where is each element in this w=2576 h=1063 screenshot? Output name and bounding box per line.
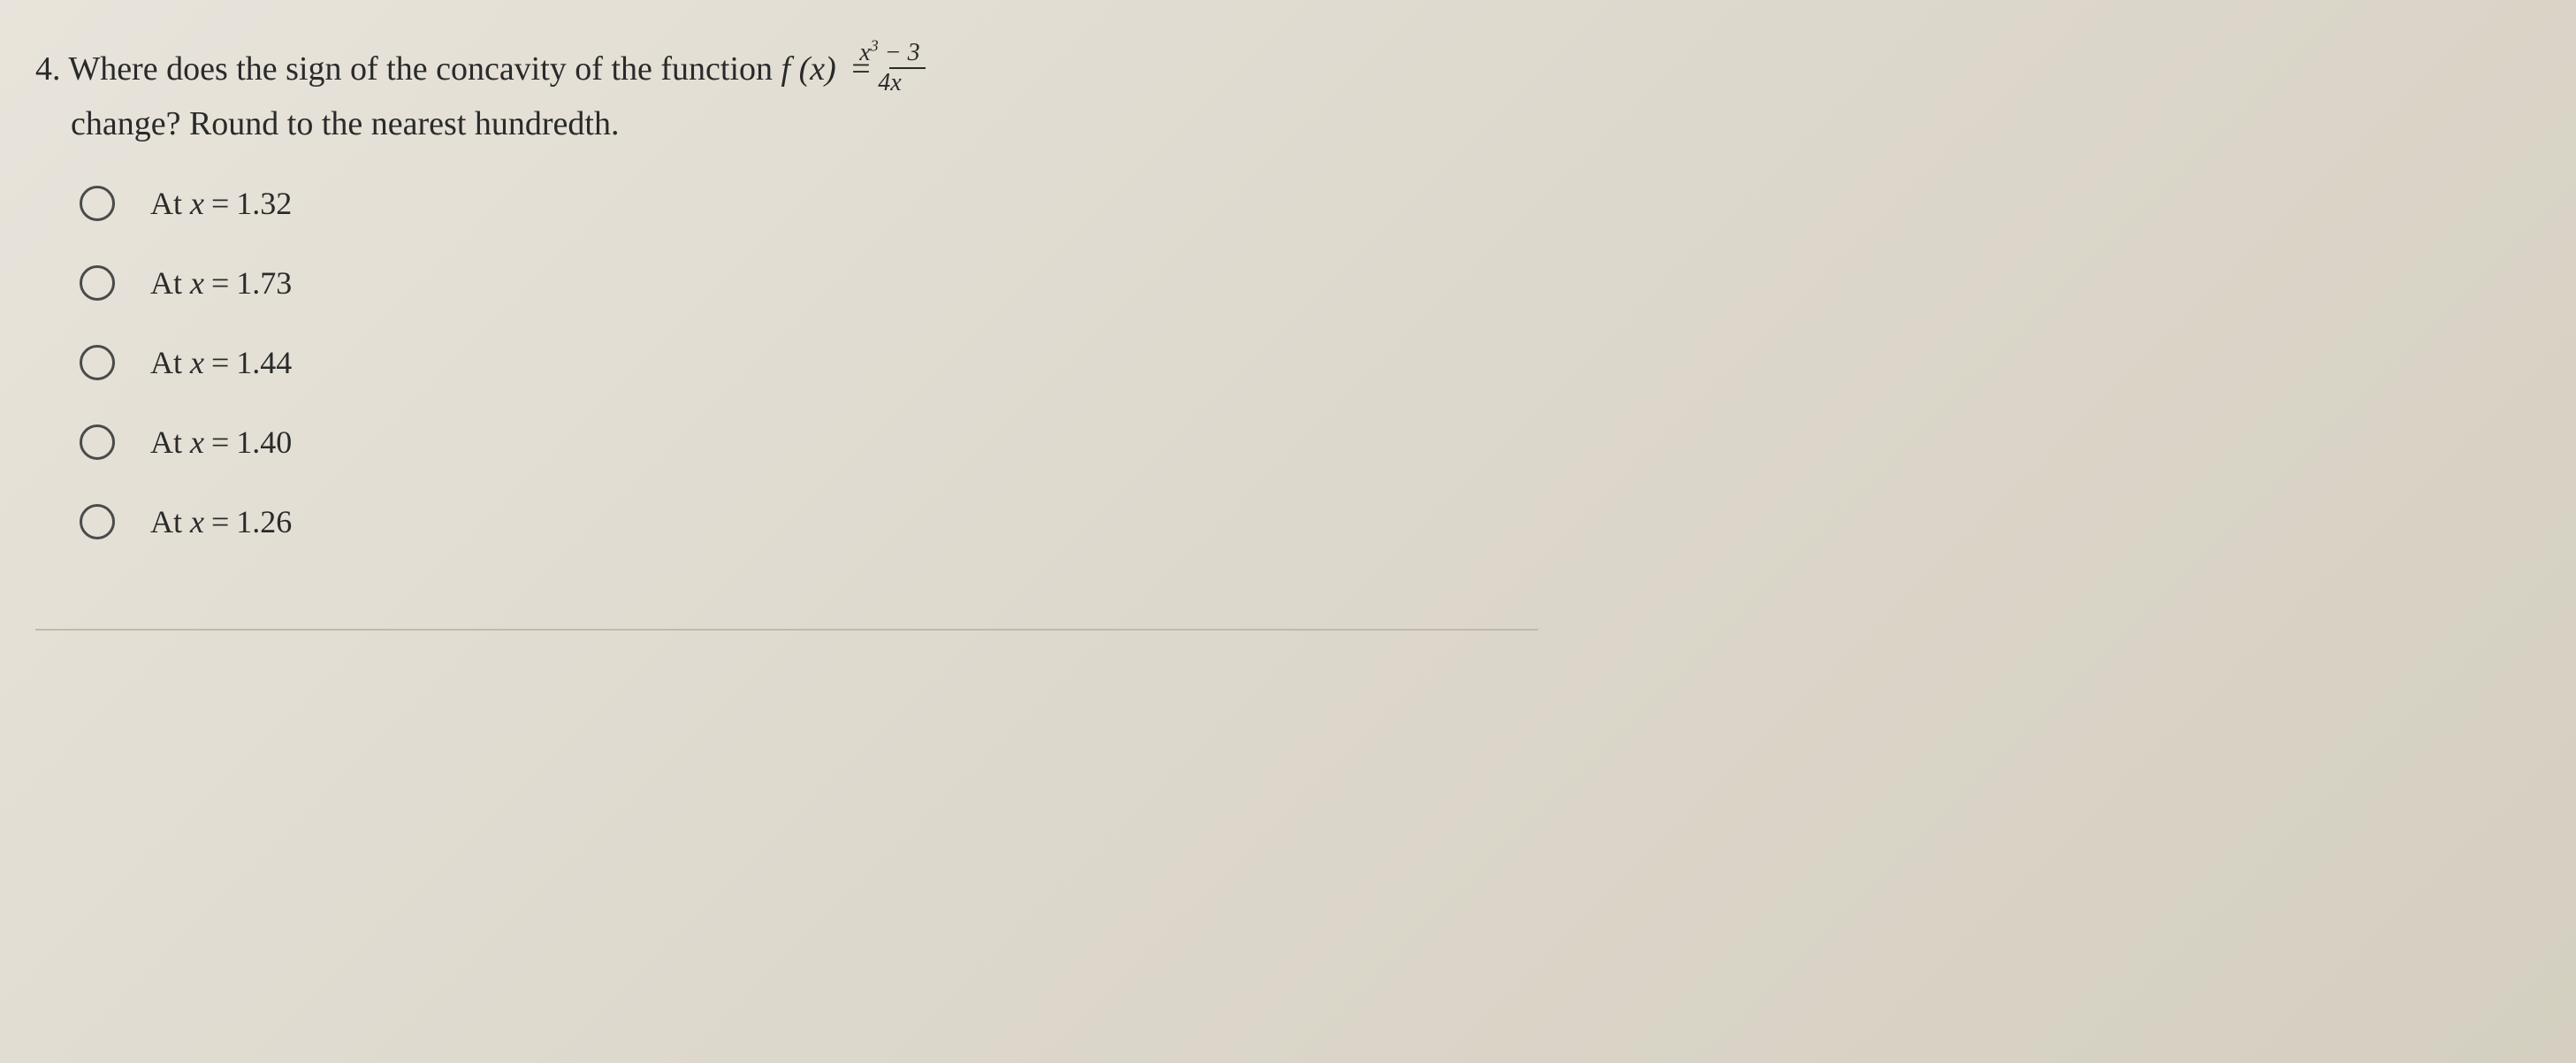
option-4[interactable]: At x=1.40	[80, 424, 1538, 461]
question-part1: Where does the sign of the concavity of …	[68, 50, 781, 88]
option-3[interactable]: At x=1.44	[80, 344, 1538, 381]
divider	[35, 629, 1538, 631]
fraction-denominator: 4x	[889, 69, 925, 96]
option-text: At x=1.26	[150, 503, 292, 540]
question-text: 4. Where does the sign of the concavity …	[35, 44, 1538, 149]
question-container: 4. Where does the sign of the concavity …	[35, 44, 1538, 631]
question-number: 4.	[35, 50, 61, 88]
question-part2: change? Round to the nearest hundredth.	[71, 105, 619, 142]
option-text: At x=1.73	[150, 264, 292, 302]
option-text: At x=1.40	[150, 424, 292, 461]
option-1[interactable]: At x=1.32	[80, 185, 1538, 222]
option-2[interactable]: At x=1.73	[80, 264, 1538, 302]
fraction-numerator: x3 − 3	[889, 41, 925, 69]
options-list: At x=1.32 At x=1.73 At x=1.44 At x=1.40	[35, 185, 1538, 540]
fraction: x3 − 3 4x	[889, 41, 925, 96]
radio-icon[interactable]	[80, 265, 115, 301]
function-notation: f (x) = x3 − 3 4x	[781, 50, 929, 88]
radio-icon[interactable]	[80, 424, 115, 460]
radio-icon[interactable]	[80, 186, 115, 221]
option-text: At x=1.32	[150, 185, 292, 222]
radio-icon[interactable]	[80, 504, 115, 539]
option-text: At x=1.44	[150, 344, 292, 381]
radio-icon[interactable]	[80, 345, 115, 380]
option-5[interactable]: At x=1.26	[80, 503, 1538, 540]
